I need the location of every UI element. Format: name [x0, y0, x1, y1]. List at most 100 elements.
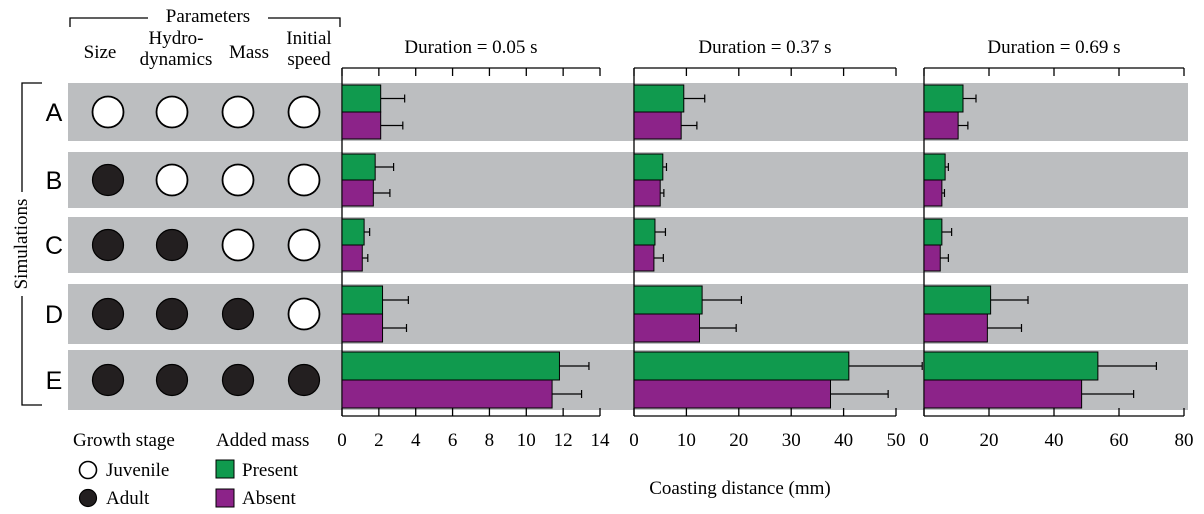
bar-present-b [923, 153, 946, 181]
juvenile-marker [91, 95, 125, 129]
juvenile-marker [221, 228, 255, 262]
tick-label: 0 [629, 430, 639, 451]
simulation-label: E [46, 367, 63, 395]
tick-label: 20 [729, 430, 748, 451]
tick-label: 20 [980, 430, 999, 451]
bar-absent-a [341, 111, 382, 140]
row-band-b [68, 152, 1188, 208]
bar-present-d [341, 285, 384, 315]
param-initial-speed-label-line2: speed [287, 49, 331, 70]
added-mass-title: Added mass [216, 430, 309, 451]
simulation-label: C [45, 232, 63, 260]
adult-marker [155, 297, 189, 331]
bar-present-c [341, 218, 365, 246]
tick-label: 0 [919, 430, 929, 451]
param-mass-label: Mass [229, 42, 269, 63]
bar-absent-b [633, 179, 661, 207]
bar-present-a [633, 84, 685, 113]
bar-absent-e [923, 379, 1083, 409]
absent-legend-label: Absent [242, 488, 297, 509]
bar-absent-a [633, 111, 682, 140]
tick-label: 30 [782, 430, 801, 451]
tick-label: 8 [485, 430, 495, 451]
bar-absent-d [341, 313, 384, 343]
tick-label: 40 [834, 430, 853, 451]
panel-title: Duration = 0.37 s [698, 37, 831, 58]
bar-absent-b [341, 179, 374, 207]
present-legend-label: Present [242, 460, 299, 481]
tick-label: 50 [887, 430, 906, 451]
param-hydrodynamics-label-line1: Hydro- [149, 28, 204, 49]
bar-absent-c [923, 244, 941, 272]
param-hydrodynamics-label-line2: dynamics [140, 49, 213, 70]
chart-panel-2: Duration = 0.37 s 0 10 20 30 40 50 [629, 37, 923, 451]
bar-present-a [341, 84, 382, 113]
bar-absent-e [341, 379, 553, 409]
adult-marker [155, 228, 189, 262]
tick-label: 10 [677, 430, 696, 451]
row-band-a [68, 83, 1188, 141]
bar-absent-b [923, 179, 943, 207]
parameters-bracket [69, 17, 341, 27]
tick-label: 40 [1045, 430, 1064, 451]
bar-present-a [923, 84, 964, 113]
simulations-label: Simulations [11, 199, 32, 290]
row-band-c [68, 217, 1188, 273]
juvenile-legend-label: Juvenile [106, 460, 169, 481]
bar-absent-c [633, 244, 655, 272]
simulations-label-backdrop [12, 192, 32, 296]
simulations-bracket: Simulations [11, 82, 42, 406]
parameters-title: Parameters [166, 6, 250, 27]
bar-present-c [633, 218, 656, 246]
adult-marker [91, 297, 125, 331]
juvenile-marker [155, 163, 189, 197]
adult-legend-marker [78, 488, 98, 508]
bar-present-e [633, 351, 850, 381]
adult-legend-label: Adult [106, 488, 150, 509]
adult-marker [91, 363, 125, 397]
simulation-label: B [46, 167, 63, 195]
adult-marker [91, 228, 125, 262]
tick-label: 12 [554, 430, 573, 451]
growth-stage-title: Growth stage [73, 430, 175, 451]
juvenile-marker [155, 95, 189, 129]
juvenile-marker [221, 95, 255, 129]
tick-label: 2 [374, 430, 384, 451]
tick-label: 14 [591, 430, 611, 451]
bar-present-e [341, 351, 560, 381]
row-band-d [68, 284, 1188, 344]
adult-marker [221, 363, 255, 397]
x-axis-label: Coasting distance (mm) [649, 478, 831, 499]
chart-panel-3: Duration = 0.69 s 0 20 40 60 80 [919, 37, 1193, 451]
bar-present-c [923, 218, 943, 246]
adult-marker [91, 163, 125, 197]
adult-marker [221, 297, 255, 331]
tick-label: 80 [1175, 430, 1194, 451]
juvenile-legend-marker [78, 460, 98, 480]
juvenile-marker [287, 297, 321, 331]
tick-label: 6 [448, 430, 458, 451]
juvenile-marker [287, 95, 321, 129]
simulation-rows: A B C D E [45, 83, 1188, 410]
bar-absent-d [633, 313, 700, 343]
param-size-label: Size [84, 42, 117, 63]
juvenile-marker [287, 228, 321, 262]
bar-absent-a [923, 111, 959, 140]
adult-marker [287, 363, 321, 397]
bar-present-d [923, 285, 992, 315]
tick-label: 0 [337, 430, 347, 451]
juvenile-marker [221, 163, 255, 197]
bar-present-b [633, 153, 664, 181]
absent-legend-swatch [215, 488, 235, 508]
tick-label: 60 [1110, 430, 1129, 451]
bar-absent-e [633, 379, 831, 409]
param-initial-speed-label-line1: Initial [286, 28, 331, 49]
parameters-header: Parameters Size Hydro- dynamics Mass Ini… [69, 6, 341, 70]
chart-panel-1: Duration = 0.05 s 0 2 4 6 8 10 12 14 [337, 37, 610, 451]
tick-label: 10 [517, 430, 536, 451]
panel-title: Duration = 0.69 s [987, 37, 1120, 58]
simulation-label: A [46, 99, 63, 127]
